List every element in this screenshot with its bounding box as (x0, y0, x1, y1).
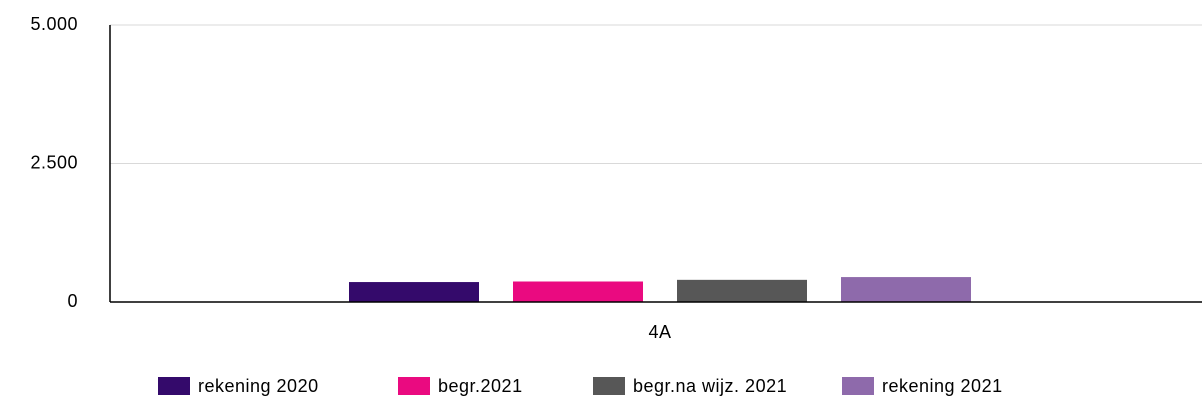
bar (513, 281, 643, 302)
legend-swatch (842, 377, 874, 395)
legend-swatch (398, 377, 430, 395)
y-tick-label: 0 (67, 291, 78, 311)
legend-swatch (158, 377, 190, 395)
legend-label: rekening 2020 (198, 376, 319, 396)
legend-label: begr.na wijz. 2021 (633, 376, 787, 396)
bar (841, 277, 971, 302)
legend-label: begr.2021 (438, 376, 523, 396)
bar (349, 282, 479, 302)
y-tick-label: 2.500 (30, 152, 78, 172)
legend-swatch (593, 377, 625, 395)
legend-label: rekening 2021 (882, 376, 1003, 396)
x-tick-label: 4A (648, 322, 671, 342)
y-tick-label: 5.000 (30, 14, 78, 34)
bar (677, 279, 807, 302)
